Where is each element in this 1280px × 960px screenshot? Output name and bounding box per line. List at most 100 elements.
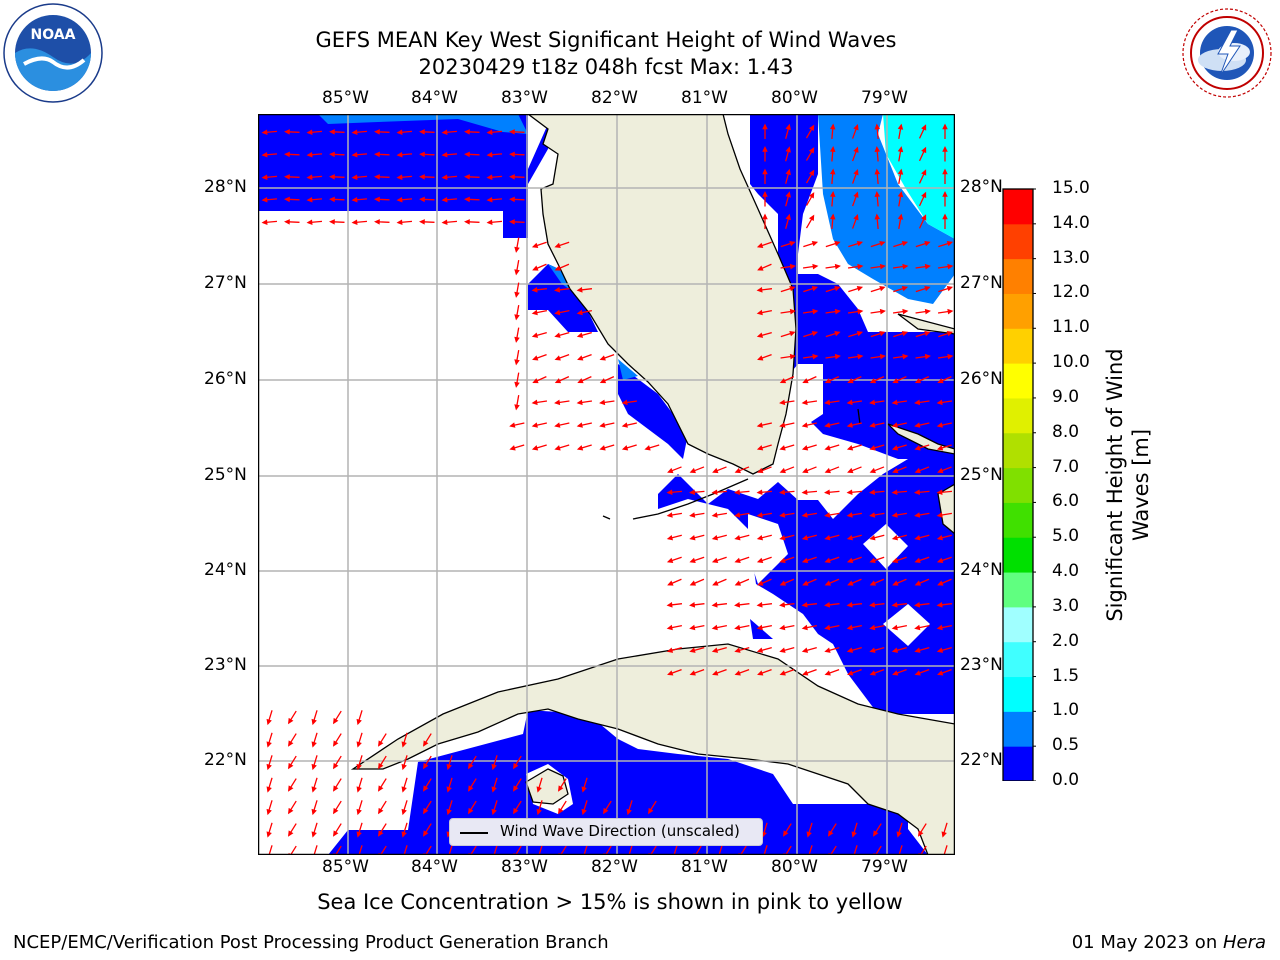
colorbar-tick-label: 6.0 bbox=[1052, 491, 1080, 512]
wave-direction-arrow bbox=[512, 800, 522, 815]
footer-date: 01 May 2023 on Hera bbox=[1072, 932, 1266, 953]
lat-label-right: 28°N bbox=[960, 177, 1003, 197]
wave-direction-arrow bbox=[554, 332, 570, 338]
wave-direction-arrow bbox=[846, 602, 863, 608]
wave-direction-arrow bbox=[576, 444, 592, 451]
wave-direction-arrow bbox=[779, 422, 795, 428]
wave-direction-arrow bbox=[581, 800, 588, 816]
wave-direction-arrow bbox=[914, 602, 930, 608]
wave-direction-arrow bbox=[869, 466, 885, 474]
wave-direction-arrow bbox=[531, 241, 547, 249]
wave-direction-arrow bbox=[491, 800, 498, 816]
wave-direction-arrow bbox=[847, 353, 864, 360]
wave-direction-arrow bbox=[779, 668, 795, 676]
wave-direction-arrow bbox=[762, 123, 768, 139]
wave-direction-arrow bbox=[329, 196, 345, 203]
wave-direction-arrow bbox=[892, 668, 907, 676]
wave-direction-arrow bbox=[936, 512, 953, 518]
wave-direction-arrow bbox=[824, 512, 840, 518]
wave-direction-arrow bbox=[377, 778, 387, 792]
wave-direction-arrow bbox=[914, 399, 930, 406]
wave-direction-arrow bbox=[486, 219, 503, 226]
wave-direction-arrow bbox=[554, 287, 570, 293]
wave-direction-arrow bbox=[576, 332, 592, 338]
colorbar-tick-label: 1.5 bbox=[1052, 665, 1080, 686]
lat-label-right: 24°N bbox=[960, 560, 1003, 580]
wave-direction-arrow bbox=[531, 422, 547, 428]
wave-direction-arrow bbox=[577, 376, 592, 384]
wave-direction-arrow bbox=[621, 422, 637, 428]
wave-direction-arrow bbox=[936, 489, 953, 496]
colorbar-segment bbox=[1003, 397, 1033, 434]
colorbar-tick-label: 3.0 bbox=[1052, 595, 1080, 616]
wave-direction-arrow bbox=[918, 169, 927, 184]
wave-direction-arrow bbox=[332, 823, 342, 837]
wave-direction-arrow bbox=[870, 331, 886, 338]
wave-direction-arrow bbox=[937, 668, 952, 676]
wave-direction-arrow bbox=[396, 174, 413, 181]
wave-direction-arrow bbox=[266, 732, 273, 748]
wave-direction-arrow bbox=[846, 444, 862, 451]
wave-direction-arrow bbox=[756, 444, 772, 451]
wave-direction-arrow bbox=[801, 602, 818, 608]
wave-direction-arrow bbox=[512, 755, 522, 770]
wave-direction-arrow bbox=[581, 777, 588, 793]
wave-direction-arrow bbox=[734, 512, 750, 518]
wave-direction-arrow bbox=[351, 151, 368, 158]
wave-direction-arrow bbox=[869, 489, 885, 496]
wave-direction-arrow bbox=[897, 213, 904, 230]
wave-direction-arrow bbox=[422, 823, 432, 837]
wave-direction-arrow bbox=[757, 466, 772, 474]
wave-direction-arrow bbox=[491, 755, 498, 771]
florida-keys bbox=[602, 408, 861, 520]
wave-direction-arrow bbox=[734, 534, 750, 541]
wave-direction-arrow bbox=[756, 602, 773, 608]
lat-label-left: 26°N bbox=[204, 369, 247, 389]
wave-direction-arrow bbox=[351, 129, 368, 136]
wave-direction-arrow bbox=[847, 376, 862, 384]
colorbar-tick-label: 9.0 bbox=[1052, 386, 1080, 407]
wave-direction-arrow bbox=[266, 777, 273, 793]
wave-direction-arrow bbox=[874, 191, 881, 207]
noaa-logo-text: NOAA bbox=[31, 27, 76, 43]
lat-lon-grid bbox=[258, 114, 955, 855]
colorbar-segment bbox=[1003, 606, 1033, 643]
wave-direction-arrow bbox=[802, 263, 819, 270]
lat-label-right: 27°N bbox=[960, 273, 1003, 293]
wave-direction-arrow bbox=[897, 191, 904, 207]
wave-direction-arrow bbox=[266, 710, 273, 726]
wave-direction-arrow bbox=[936, 624, 952, 631]
lon-label-top: 84°W bbox=[411, 88, 458, 108]
wave-direction-arrow bbox=[780, 286, 796, 293]
map-panel bbox=[258, 114, 955, 855]
wave-direction-arrow bbox=[514, 282, 520, 298]
wave-direction-arrow bbox=[756, 309, 772, 316]
wave-direction-arrow bbox=[734, 489, 750, 496]
wave-direction-arrow bbox=[332, 778, 342, 792]
wave-direction-arrow bbox=[374, 196, 390, 203]
wave-direction-arrow bbox=[689, 556, 705, 564]
wave-direction-arrow bbox=[848, 331, 864, 338]
colorbar-segment bbox=[1003, 293, 1033, 329]
wave-direction-arrow bbox=[779, 556, 795, 564]
wave-direction-arrow bbox=[464, 151, 480, 158]
wave-direction-arrow bbox=[937, 263, 954, 270]
wave-direction-arrow bbox=[870, 308, 886, 315]
wave-direction-arrow bbox=[802, 353, 819, 360]
lon-label-bottom: 84°W bbox=[411, 857, 458, 877]
wave-direction-arrow bbox=[464, 174, 480, 180]
wave-direction-arrow bbox=[891, 399, 908, 406]
colorbar-tick-label: 8.0 bbox=[1052, 421, 1080, 442]
wave-direction-arrow bbox=[874, 123, 881, 140]
wave-direction-arrow bbox=[486, 151, 503, 158]
wave-direction-arrow bbox=[779, 489, 795, 496]
wave-direction-arrow bbox=[825, 308, 841, 315]
colorbar-segment bbox=[1003, 711, 1033, 747]
wave-direction-arrow bbox=[509, 444, 525, 451]
wave-direction-arrow bbox=[918, 191, 927, 207]
wave-direction-arrow bbox=[891, 444, 907, 451]
wave-direction-arrow bbox=[756, 241, 772, 249]
wave-direction-arrow bbox=[802, 578, 817, 586]
wave-direction-arrow bbox=[576, 399, 593, 406]
wave-direction-arrow bbox=[918, 214, 927, 229]
